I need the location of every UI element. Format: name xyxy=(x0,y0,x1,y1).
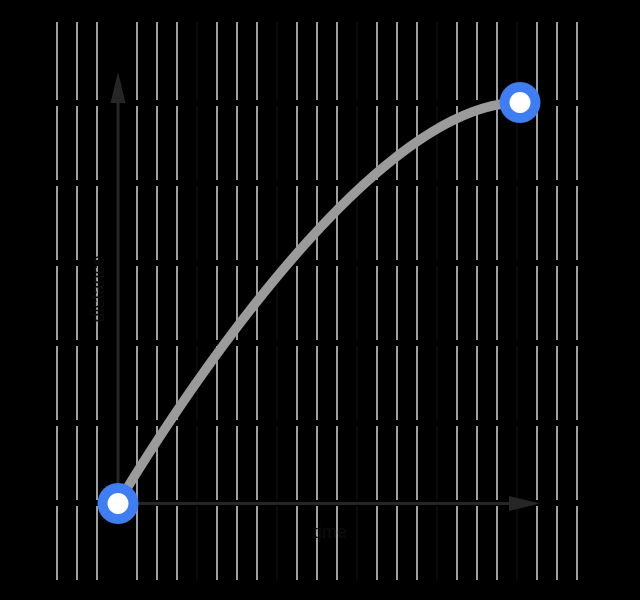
x-axis-arrowhead xyxy=(509,496,540,511)
axes xyxy=(110,72,540,511)
end-point-marker-center xyxy=(509,92,531,113)
ease-out-curve xyxy=(113,97,521,506)
curve-endpoint-markers xyxy=(97,82,541,524)
y-axis-arrowhead xyxy=(110,72,126,103)
gridlines xyxy=(56,22,578,582)
hidden-major-gridlines xyxy=(196,22,518,582)
y-axis-label: distance xyxy=(88,255,108,322)
start-point-marker-center xyxy=(107,493,129,514)
x-axis-label: time xyxy=(313,522,347,542)
